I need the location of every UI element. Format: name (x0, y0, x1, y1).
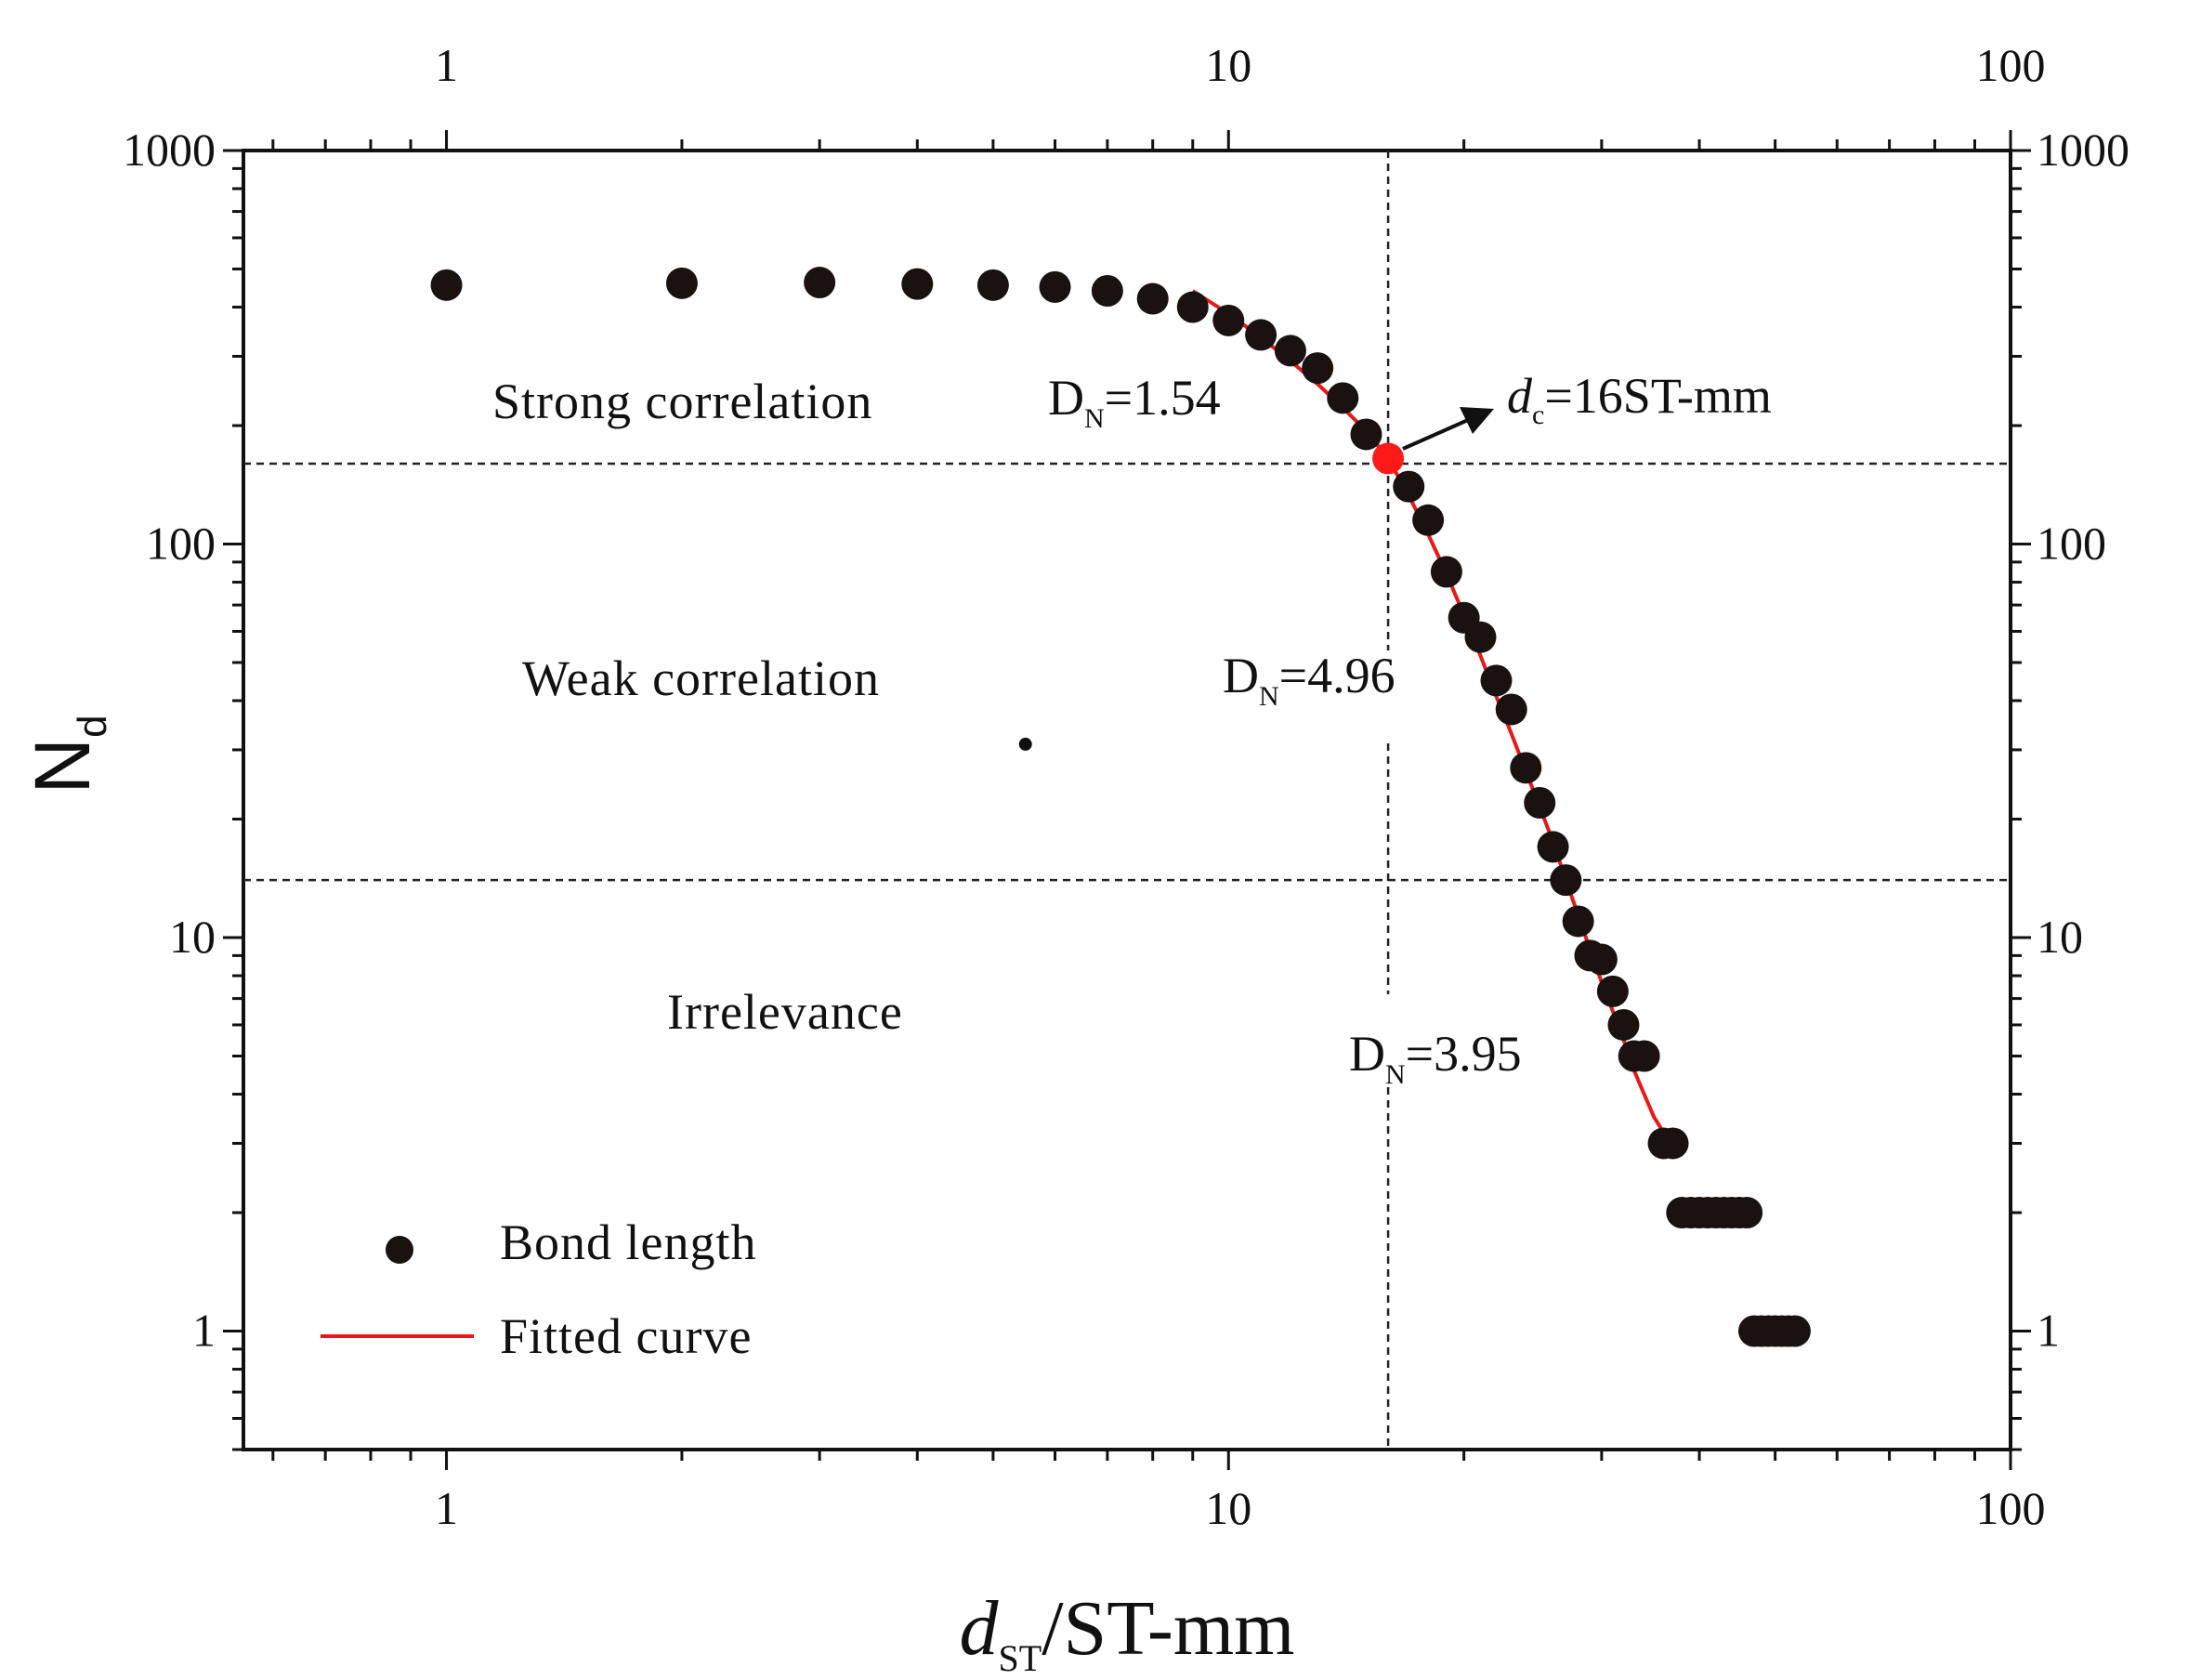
bond-length-point (1596, 975, 1629, 1007)
bond-length-point (1628, 1040, 1660, 1072)
bond-length-point (1327, 382, 1359, 414)
bond-length-point (665, 267, 698, 299)
dn-irr-sub: N (1385, 1059, 1406, 1090)
bond-length-point (804, 267, 836, 299)
bond-length-point (1350, 418, 1382, 451)
dn-irr-value: =3.95 (1406, 1026, 1522, 1082)
x-tick-label-bottom-100: 100 (1976, 1482, 2046, 1534)
reference-lines (243, 151, 2011, 1450)
legend-dot-icon (386, 1236, 413, 1264)
x-tick-label-top-10: 10 (1205, 39, 1251, 91)
bond-length-point (1657, 1127, 1689, 1160)
y-tick-label-right-10: 10 (2037, 911, 2083, 963)
bond-length-point (901, 268, 934, 300)
critical-value: =16ST-mm (1544, 368, 1772, 424)
bond-length-point (1091, 274, 1123, 307)
bond-length-point (430, 269, 463, 301)
critical-main: d (1507, 368, 1533, 424)
x-title-rest: /ST-mm (1042, 1585, 1294, 1672)
x-axis-title: dST/ST-mm (960, 1585, 1295, 1679)
y-tick-label-left-1000: 1000 (123, 124, 216, 176)
bond-length-point (1302, 352, 1334, 385)
x-tick-label-top-1: 1 (435, 39, 458, 91)
critical-distance-label: dc=16ST-mm (1507, 368, 1772, 430)
dn-weak-value: =4.96 (1279, 648, 1395, 703)
bond-length-point (1778, 1315, 1811, 1347)
bond-length-point (1245, 319, 1277, 351)
legend-label-bond-length: Bond length (500, 1214, 757, 1270)
bond-length-point (1510, 752, 1542, 784)
x-tick-label-bottom-1: 1 (435, 1482, 458, 1534)
critical-point-marker (1372, 442, 1405, 475)
dn-weak-sub: N (1259, 681, 1279, 712)
y-tick-label-left-10: 10 (169, 911, 216, 963)
dn-strong-main: D (1048, 370, 1084, 426)
dn-strong-value: =1.54 (1105, 370, 1221, 426)
region-label-weak: Weak correlation (522, 650, 880, 706)
bond-length-point (1524, 786, 1556, 819)
bond-length-point (1393, 470, 1425, 503)
x-tick-label-bottom-10: 10 (1205, 1482, 1251, 1534)
dn-annotation-strong: DN=1.54 (1048, 370, 1221, 434)
bond-length-point (1176, 291, 1209, 323)
dn-annotation-weak: DN=4.96 (1223, 648, 1395, 712)
critical-arrow-shaft (1402, 418, 1469, 451)
bond-length-point (1412, 504, 1445, 536)
bond-length-point (1274, 335, 1306, 367)
critical-arrow-head (1460, 407, 1494, 434)
dn-strong-sub: N (1084, 403, 1105, 434)
dn-weak-main: D (1223, 648, 1259, 703)
y-tick-label-left-1: 1 (192, 1305, 216, 1357)
bond-length-point (1731, 1197, 1763, 1229)
dn-irr-main: D (1349, 1026, 1385, 1082)
y-title-sub: d (70, 715, 115, 737)
bond-length-point (1550, 864, 1582, 897)
bond-length-point (1607, 1008, 1640, 1041)
region-label-strong: Strong correlation (492, 374, 872, 429)
y-tick-label-right-1000: 1000 (2037, 124, 2129, 176)
region-label-irrelevance: Irrelevance (667, 984, 903, 1040)
x-tick-label-top-100: 100 (1976, 39, 2046, 91)
plot-frame (242, 149, 2012, 1451)
x-title-sub: ST (999, 1637, 1042, 1679)
y-tick-label-right-1: 1 (2037, 1305, 2060, 1357)
bond-length-point (1585, 943, 1618, 976)
small-point-marker (1018, 737, 1032, 751)
dn-annotation-irrelevance: DN=3.95 (1349, 1026, 1522, 1090)
bond-length-point (1562, 905, 1594, 938)
legend-label-fitted-curve: Fitted curve (500, 1308, 752, 1364)
critical-sub: c (1532, 400, 1544, 430)
bond-length-point (1495, 693, 1527, 726)
bond-length-point (976, 269, 1009, 301)
bond-length-point (1212, 304, 1245, 336)
bond-length-point (1136, 282, 1169, 315)
y-tick-label-left-100: 100 (146, 518, 216, 570)
y-title-main: N (19, 738, 106, 794)
bond-length-point (1537, 831, 1569, 863)
y-tick-label-right-100: 100 (2037, 518, 2106, 570)
data-points (430, 267, 1811, 1347)
y-axis-title: Nd (19, 715, 115, 794)
x-title-main: d (960, 1585, 1000, 1672)
bond-length-point (1464, 621, 1497, 653)
bond-length-point (1039, 270, 1071, 303)
bond-length-point (1480, 664, 1513, 697)
bond-length-point (1430, 556, 1462, 588)
axis-ticks (223, 130, 2031, 1470)
